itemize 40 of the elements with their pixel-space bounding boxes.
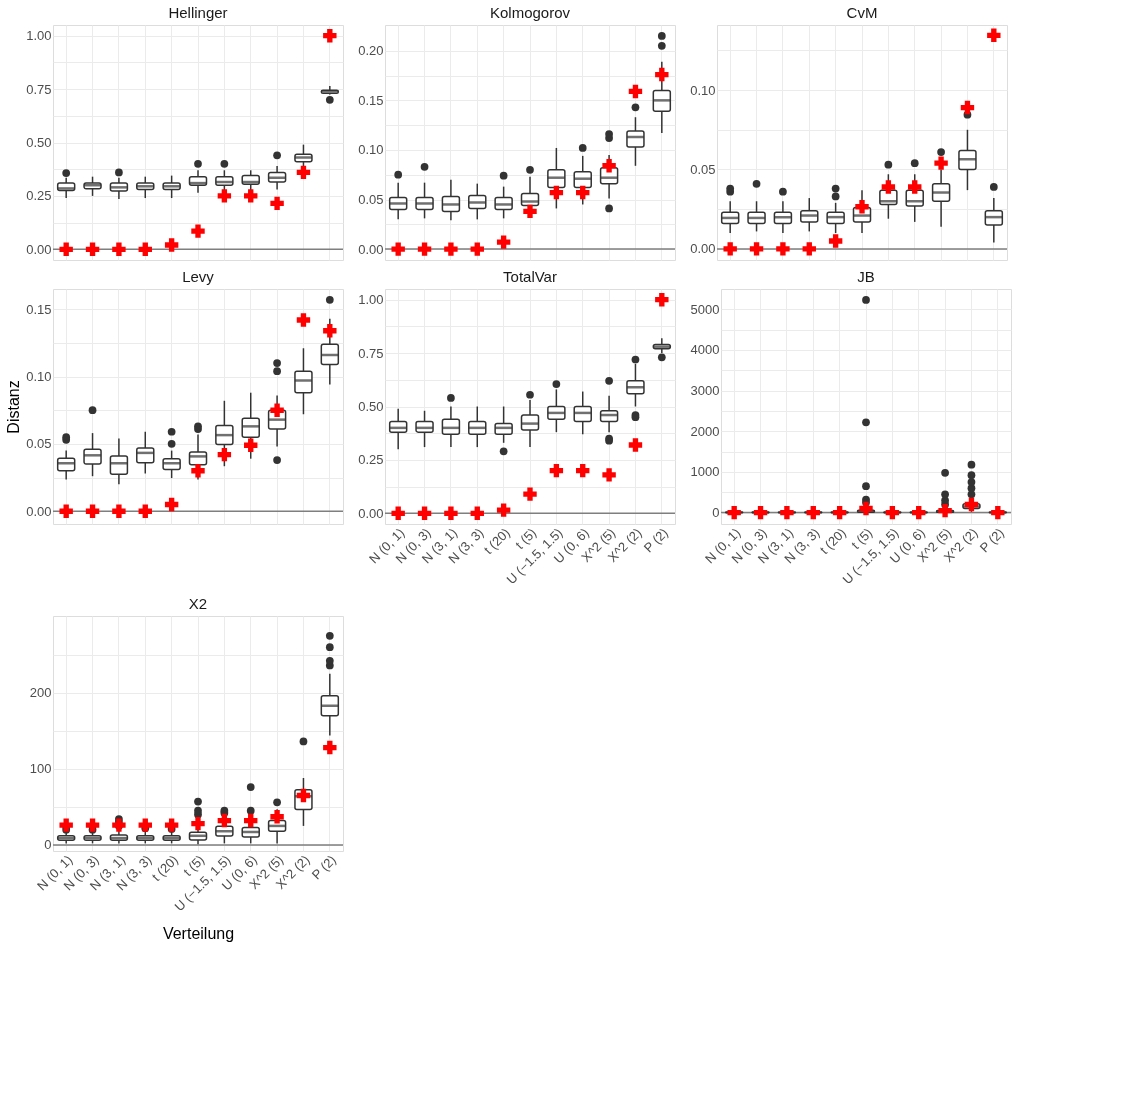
y-tick-label: 200 <box>29 685 52 701</box>
y-tick-label: 5000 <box>690 301 720 317</box>
chart-title: CvM <box>846 4 878 21</box>
y-tick-label: 1000 <box>690 464 720 480</box>
y-tick-label: 0.25 <box>26 188 52 204</box>
y-tick-label: 0.75 <box>26 81 52 97</box>
y-tick-label: 0.10 <box>690 82 716 98</box>
x-axis-title: Verteilung <box>162 925 235 943</box>
y-tick-label: 0.00 <box>358 505 384 521</box>
y-tick-label: 0.00 <box>26 241 52 257</box>
y-tick-label: 0 <box>712 505 720 521</box>
y-tick-label: 0.00 <box>358 241 384 257</box>
y-tick-label: 0.05 <box>26 436 52 452</box>
y-tick-label: 4000 <box>690 342 720 358</box>
chart-title: X2 <box>188 595 208 612</box>
y-tick-label: 1.00 <box>26 28 52 44</box>
chart-title: Hellinger <box>168 4 228 21</box>
y-tick-label: 2000 <box>690 423 720 439</box>
chart-title: JB <box>857 268 875 285</box>
y-tick-label: 0.50 <box>26 135 52 150</box>
y-tick-label: 0.00 <box>26 503 52 519</box>
y-tick-label: 0.25 <box>358 452 384 468</box>
y-tick-label: 0.50 <box>358 399 384 414</box>
y-tick-label: 3000 <box>690 383 720 399</box>
y-tick-label: 0.75 <box>358 345 384 361</box>
y-tick-label: 0.10 <box>26 369 52 385</box>
y-tick-label: 0.15 <box>358 92 384 108</box>
y-tick-label: 100 <box>29 761 52 777</box>
y-tick-label: 0.20 <box>358 43 384 59</box>
y-tick-label: 0.00 <box>690 241 716 257</box>
y-tick-label: 0 <box>44 837 52 853</box>
y-tick-label: 1.00 <box>358 292 384 308</box>
y-tick-label: 0.05 <box>358 192 384 208</box>
y-tick-label: 0.05 <box>690 161 716 177</box>
chart-title: Kolmogorov <box>489 4 571 21</box>
chart-title: TotalVar <box>503 268 557 285</box>
y-axis-title: Distanz <box>5 380 23 434</box>
y-tick-label: 0.10 <box>358 142 384 158</box>
chart-title: Levy <box>182 268 215 285</box>
y-tick-label: 0.15 <box>26 301 52 317</box>
